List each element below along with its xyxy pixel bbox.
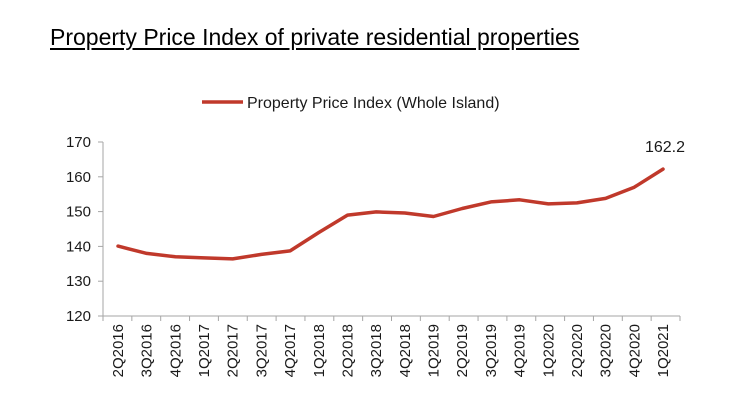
y-tick-label: 160 — [66, 169, 91, 186]
data-label: 162.2 — [645, 139, 685, 156]
x-tick-label: 1Q2019 — [426, 324, 443, 377]
x-tick-label: 4Q2020 — [626, 324, 643, 377]
x-tick-label: 4Q2018 — [397, 324, 414, 377]
x-tick-label: 1Q2017 — [196, 324, 213, 377]
x-tick-label: 2Q2020 — [569, 324, 586, 377]
x-tick-label: 2Q2019 — [454, 324, 471, 377]
x-tick-label: 3Q2018 — [368, 324, 385, 377]
y-tick-label: 150 — [66, 204, 91, 221]
series-line — [116, 167, 665, 261]
x-tick-label: 4Q2017 — [282, 324, 299, 377]
x-tick-label: 1Q2018 — [311, 324, 328, 377]
x-tick-label: 1Q2021 — [655, 324, 672, 377]
x-axis: 2Q2016 3Q2016 4Q2016 1Q2017 2Q2017 3Q2017 4Q20… — [102, 315, 681, 377]
x-tick-label: 4Q2016 — [167, 324, 184, 377]
legend: Property Price Index (Whole Island) — [202, 95, 500, 112]
series-layer — [116, 167, 665, 261]
page-title: Property Price Index of private resident… — [50, 24, 580, 50]
x-tick-label: 1Q2020 — [540, 324, 557, 377]
x-tick-label: 4Q2019 — [512, 324, 529, 377]
annotation-layer: 162.2 — [645, 139, 685, 156]
x-tick-label: 3Q2019 — [483, 324, 500, 377]
y-tick-label: 140 — [66, 238, 91, 255]
y-tick-label: 130 — [66, 273, 91, 290]
x-tick-label: 3Q2017 — [253, 324, 270, 377]
y-tick-label: 170 — [66, 134, 91, 151]
x-tick-label: 2Q2017 — [225, 324, 242, 377]
x-tick-label: 3Q2020 — [598, 324, 615, 377]
x-tick-label: 2Q2018 — [339, 324, 356, 377]
y-axis: 120 130 140 150 160 170 — [66, 134, 104, 325]
x-tick-label: 3Q2016 — [139, 324, 156, 377]
x-tick-label: 2Q2016 — [110, 324, 127, 377]
legend-label: Property Price Index (Whole Island) — [247, 95, 500, 112]
y-tick-label: 120 — [66, 308, 91, 325]
